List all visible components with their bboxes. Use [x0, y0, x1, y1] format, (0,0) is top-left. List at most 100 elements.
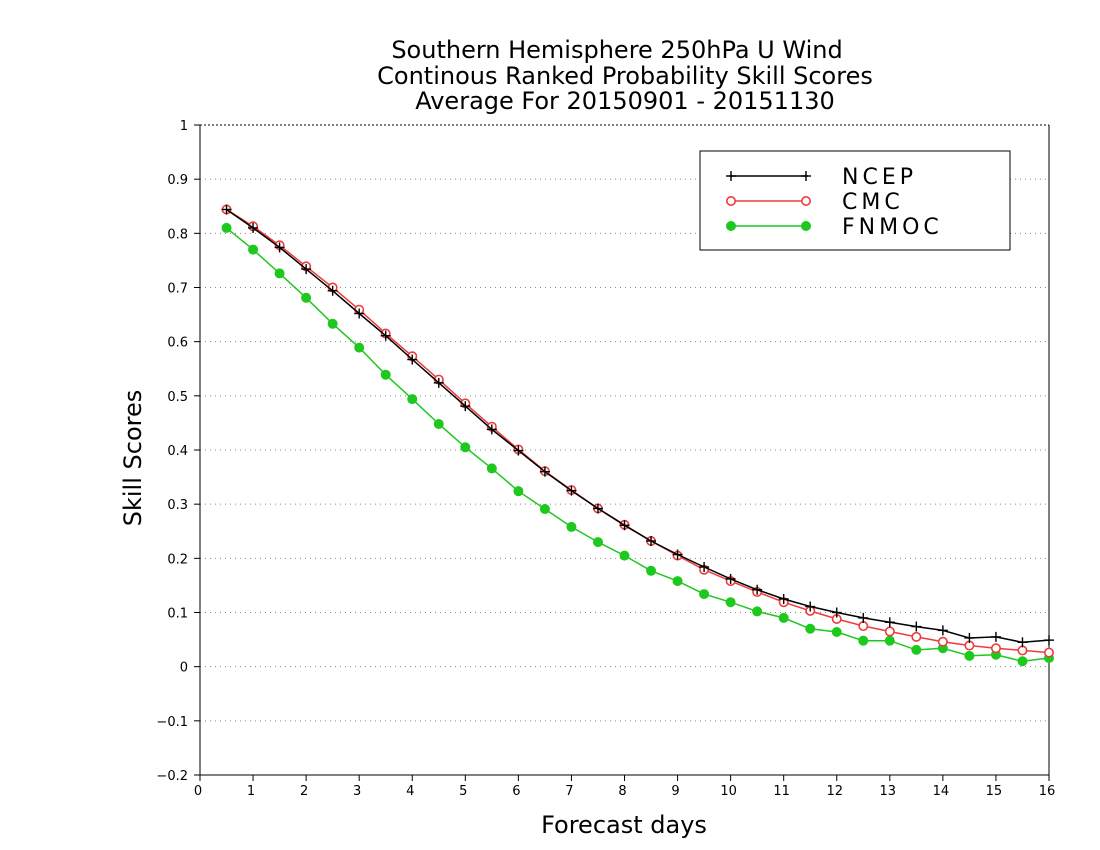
x-tick-label: 1 — [247, 784, 255, 799]
x-tick-label: 10 — [720, 784, 737, 799]
data-point-ncep — [221, 204, 232, 215]
data-point-fnmoc — [301, 292, 312, 303]
data-point-ncep — [752, 584, 763, 595]
data-point-fnmoc — [354, 342, 365, 353]
legend-marker-cmc — [800, 196, 811, 207]
x-tick-label: 8 — [618, 784, 626, 799]
data-point-cmc — [911, 631, 922, 642]
x-tick-label: 15 — [986, 784, 1003, 799]
legend-marker-fnmoc — [726, 221, 736, 231]
data-point-ncep — [1044, 635, 1054, 646]
data-point-cmc — [858, 621, 869, 632]
legend-label-ncep: NCEP — [842, 165, 917, 190]
data-point-ncep — [539, 466, 550, 477]
legend-label-cmc: CMC — [842, 190, 904, 215]
data-point-fnmoc — [1017, 656, 1028, 667]
data-point-fnmoc — [513, 486, 524, 497]
data-point-fnmoc — [964, 650, 975, 661]
data-point-fnmoc — [805, 623, 816, 634]
x-tick-label: 6 — [512, 784, 520, 799]
data-point-ncep — [964, 632, 975, 643]
data-point-fnmoc — [407, 394, 418, 405]
data-point-cmc — [1017, 645, 1028, 656]
title-line-2: Continous Ranked Probability Skill Score… — [377, 62, 873, 90]
y-tick-label: 0.3 — [167, 498, 188, 513]
title-line-1: Southern Hemisphere 250hPa U Wind — [391, 36, 842, 64]
data-point-fnmoc — [539, 504, 550, 515]
data-point-ncep — [301, 264, 312, 275]
data-point-ncep — [699, 562, 710, 572]
data-point-cmc — [884, 626, 895, 637]
data-point-ncep — [407, 354, 418, 365]
data-point-ncep — [380, 330, 391, 341]
data-point-ncep — [937, 625, 948, 636]
y-tick-label: 0.7 — [167, 282, 188, 297]
data-point-ncep — [911, 621, 922, 632]
series-fnmoc — [221, 222, 1054, 667]
data-point-fnmoc — [699, 589, 710, 600]
x-tick-label: 0 — [194, 784, 202, 799]
data-point-fnmoc — [858, 635, 869, 646]
series-line-cmc — [226, 208, 1050, 654]
data-point-fnmoc — [248, 244, 259, 255]
y-tick-label: 0 — [180, 661, 188, 676]
data-point-fnmoc — [274, 268, 285, 279]
x-tick-label: 16 — [1039, 784, 1056, 799]
data-point-ncep — [354, 308, 365, 319]
data-point-ncep — [486, 424, 497, 435]
x-tick-label: 2 — [300, 784, 308, 799]
data-point-ncep — [460, 401, 471, 412]
y-tick-label: 0.9 — [167, 173, 188, 188]
data-point-ncep — [858, 612, 869, 623]
data-point-ncep — [433, 377, 444, 388]
data-point-fnmoc — [778, 612, 789, 623]
legend-marker-ncep — [726, 171, 736, 181]
chart-title: Southern Hemisphere 250hPa U Wind Contin… — [377, 36, 873, 115]
y-tick-label: 0.8 — [167, 227, 188, 242]
data-point-fnmoc — [327, 318, 338, 329]
data-point-fnmoc — [672, 576, 683, 587]
title-line-3: Average For 20150901 - 20151130 — [415, 87, 835, 115]
data-point-fnmoc — [646, 565, 657, 576]
legend-entry-cmc: CMC — [725, 190, 904, 215]
gridlines — [200, 178, 1049, 722]
data-point-fnmoc — [460, 442, 471, 453]
data-point-ncep — [274, 242, 285, 253]
data-point-ncep — [327, 285, 338, 296]
series-line-fnmoc — [226, 227, 1050, 663]
legend-entry-ncep: NCEP — [726, 165, 917, 190]
x-tick-label: 5 — [459, 784, 467, 799]
x-tick-label: 4 — [406, 784, 414, 799]
y-tick-label: 0.2 — [167, 552, 188, 567]
data-point-cmc — [1044, 647, 1055, 658]
data-point-fnmoc — [486, 463, 497, 474]
series-line-ncep — [226, 208, 1050, 644]
data-point-fnmoc — [566, 521, 577, 532]
data-point-ncep — [1017, 637, 1028, 648]
series-ncep — [221, 204, 1054, 648]
x-tick-label: 3 — [353, 784, 361, 799]
data-point-ncep — [990, 631, 1001, 642]
data-point-ncep — [805, 601, 816, 612]
y-tick-label: 0.5 — [167, 390, 188, 405]
y-tick-label: 1 — [180, 119, 188, 134]
data-point-fnmoc — [380, 369, 391, 380]
data-point-ncep — [778, 593, 789, 604]
legend-marker-ncep — [801, 171, 811, 181]
y-tick-label: 0.6 — [167, 336, 188, 351]
y-tick-label: 0.4 — [167, 444, 188, 459]
data-point-fnmoc — [752, 606, 763, 617]
y-tick-label: −0.1 — [156, 715, 188, 730]
y-tick-label: −0.2 — [156, 769, 188, 784]
legend-entry-fnmoc: FNMOC — [726, 215, 939, 240]
x-tick-label: 9 — [671, 784, 679, 799]
data-point-fnmoc — [911, 644, 922, 655]
axes: −0.2−0.100.10.20.30.40.50.60.70.80.910 1 2… — [156, 119, 1055, 799]
y-tick-label: 0.1 — [167, 607, 188, 622]
series-cmc — [221, 204, 1055, 658]
data-point-ncep — [592, 503, 603, 514]
data-point-ncep — [884, 617, 895, 628]
data-point-fnmoc — [592, 537, 603, 548]
